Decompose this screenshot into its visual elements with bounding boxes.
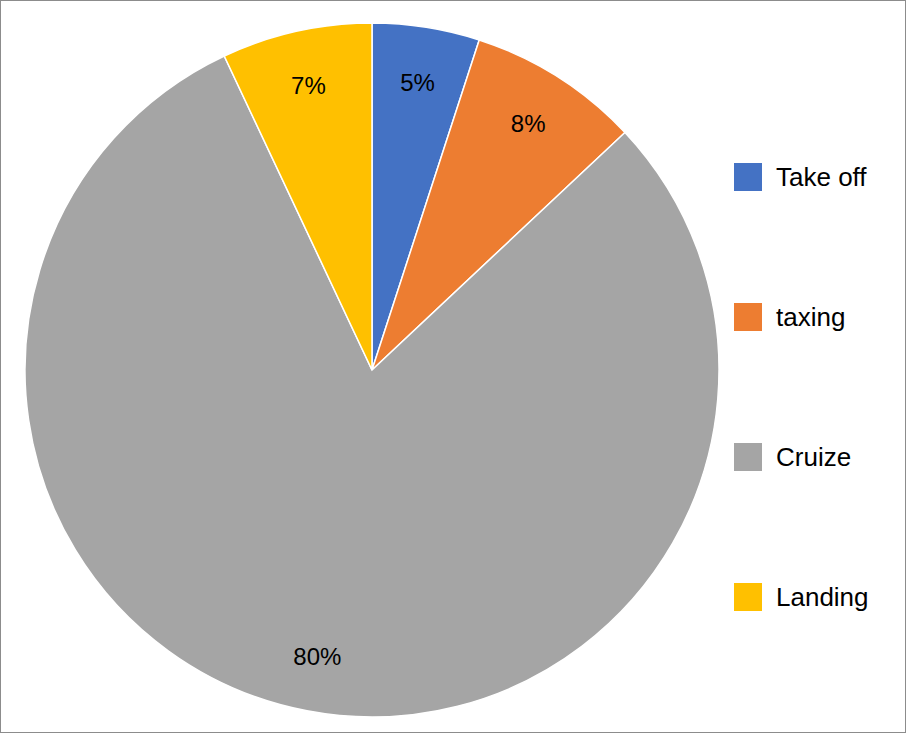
svg-text:7%: 7% bbox=[291, 72, 326, 99]
svg-text:80%: 80% bbox=[293, 643, 341, 670]
html-text:Cruize: Cruize bbox=[776, 441, 852, 472]
html-text:taxing: taxing bbox=[776, 301, 846, 332]
html-text:Landing: Landing bbox=[776, 581, 869, 612]
html-text:Take off: Take off bbox=[776, 161, 867, 192]
svg-text:8%: 8% bbox=[511, 110, 546, 137]
svg-text:5%: 5% bbox=[400, 69, 435, 96]
